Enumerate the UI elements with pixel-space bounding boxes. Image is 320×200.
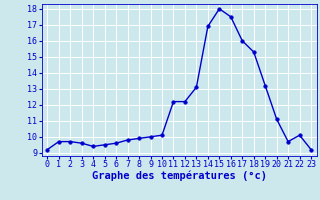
X-axis label: Graphe des températures (°c): Graphe des températures (°c) — [92, 171, 267, 181]
